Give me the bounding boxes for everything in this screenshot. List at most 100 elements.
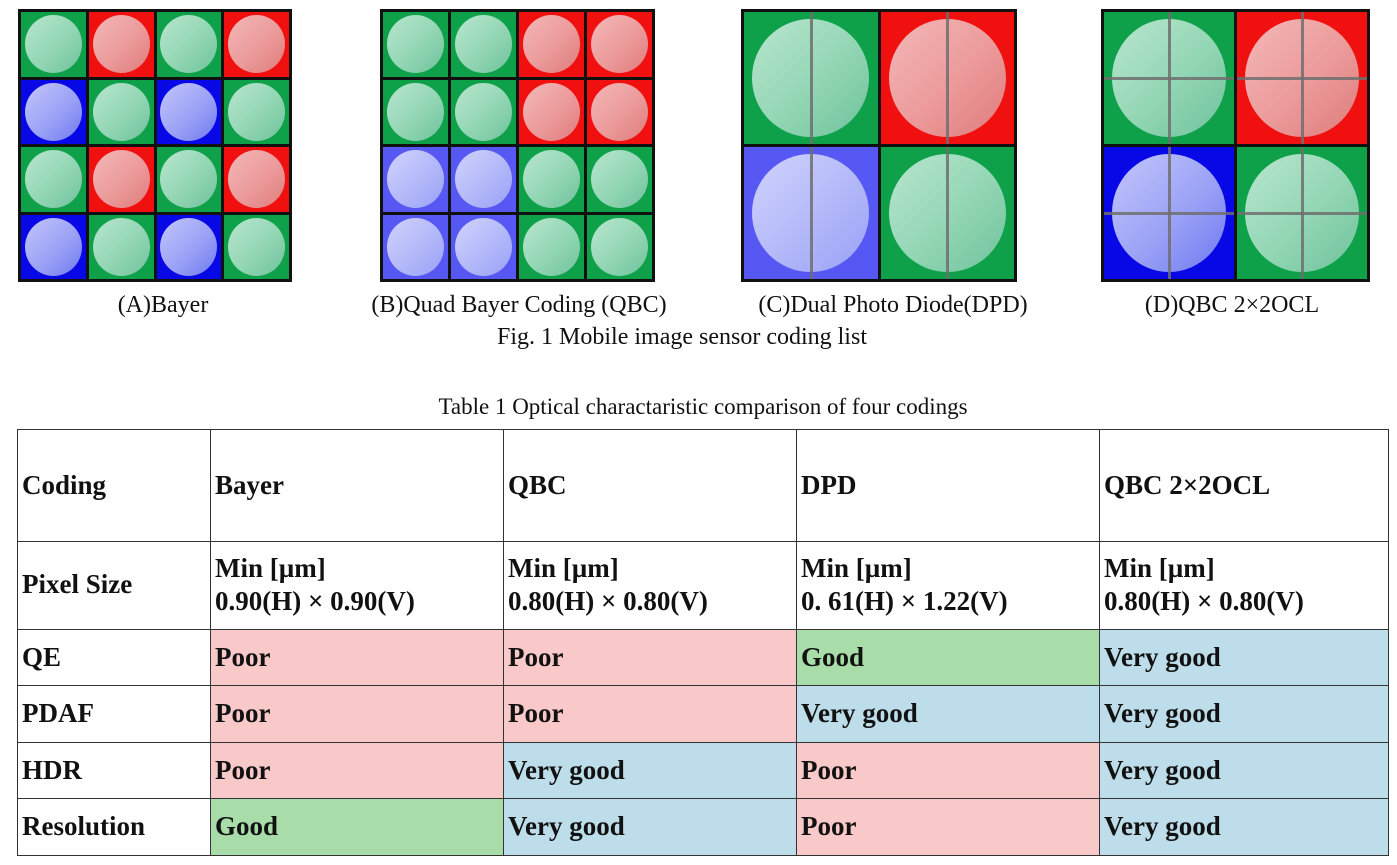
pixel-green [156, 147, 222, 212]
row-label: HDR [17, 741, 211, 800]
table-cell: Min [µm] 0. 61(H) × 1.22(V) [796, 540, 1100, 630]
microlens [160, 150, 218, 209]
row-label: QE [17, 628, 211, 687]
header-cell: QBC 2×2OCL [1099, 429, 1389, 542]
table-cell: Min [µm] 0.80(H) × 0.80(V) [1099, 540, 1389, 630]
size-value: 0.90(H) × 0.90(V) [215, 586, 415, 617]
photodiode-split-line [1104, 212, 1234, 215]
header-cell: Bayer [210, 429, 504, 542]
comparison-table: Coding Bayer QBC DPD QBC 2×2OCL Pixel Si… [17, 429, 1389, 856]
caption-bayer: (A)Bayer [117, 292, 209, 318]
rating-cell: Poor [503, 685, 797, 743]
rating-cell: Very good [1099, 741, 1389, 800]
microlens [92, 82, 150, 141]
caption-qbc: (B)Quad Bayer Coding (QBC) [371, 292, 667, 318]
pixel-green [88, 214, 154, 279]
table-row-resolution: Resolution Good Very good Poor Very good [17, 798, 1389, 856]
microlens [24, 15, 82, 74]
pixel-blue [383, 147, 448, 212]
figure-qbc-ocl [1101, 9, 1370, 282]
microlens [24, 82, 82, 141]
table-row-hdr: HDR Poor Very good Poor Very good [17, 741, 1389, 800]
microlens [454, 217, 513, 276]
pixel-blue [451, 214, 516, 279]
rating-cell: Poor [210, 685, 504, 743]
microlens [386, 150, 445, 209]
photodiode-split-line [809, 12, 813, 144]
photodiode-split-line [1237, 212, 1367, 215]
photodiode-split-line [946, 12, 950, 144]
table-cell: Min [µm] 0.80(H) × 0.80(V) [503, 540, 797, 630]
microlens [454, 15, 513, 74]
microlens [386, 217, 445, 276]
photodiode-split-line [809, 147, 813, 279]
microlens [92, 15, 150, 74]
pixel-blue [156, 214, 222, 279]
rating-cell: Poor [210, 628, 504, 687]
microlens [386, 15, 445, 74]
pixel-green [156, 12, 222, 77]
pixel-green [224, 79, 289, 144]
photodiode-split-line [1237, 77, 1367, 80]
caption-dpd: (C)Dual Photo Diode(DPD) [758, 292, 1028, 318]
table-row-pixel-size: Pixel Size Min [µm] 0.90(H) × 0.90(V) Min… [17, 540, 1389, 630]
microlens [590, 150, 649, 209]
figure-bayer [18, 9, 292, 282]
pixel-blue [156, 79, 222, 144]
pixel-red [519, 79, 584, 144]
pixel-green [383, 12, 448, 77]
microlens [454, 150, 513, 209]
pixel-red [224, 147, 289, 212]
microlens [24, 217, 82, 276]
pixel-red [1237, 12, 1367, 144]
pixel-green [1237, 147, 1367, 279]
table-row-pdaf: PDAF Poor Poor Very good Very good [17, 685, 1389, 743]
pixel-green [519, 147, 584, 212]
pixel-red [519, 12, 584, 77]
table-cell: Min [µm] 0.90(H) × 0.90(V) [210, 540, 504, 630]
rating-cell: Very good [796, 685, 1100, 743]
microlens [160, 82, 218, 141]
unit-label: Min [µm] [1104, 552, 1215, 583]
microlens [228, 15, 286, 74]
pixel-green [880, 147, 1014, 279]
rating-cell: Very good [1099, 685, 1389, 743]
microlens [24, 150, 82, 209]
pixel-blue [383, 214, 448, 279]
pixel-green [21, 12, 86, 77]
pixel-red [880, 12, 1014, 144]
size-value: 0.80(H) × 0.80(V) [508, 586, 708, 617]
caption-qbc-ocl: (D)QBC 2×2OCL [1144, 292, 1320, 318]
pixel-blue [744, 147, 878, 279]
pixel-red [88, 12, 154, 77]
pixel-green [224, 214, 289, 279]
microlens [522, 15, 581, 74]
microlens [590, 217, 649, 276]
microlens [92, 150, 150, 209]
table-row-qe: QE Poor Poor Good Very good [17, 628, 1389, 687]
pixel-green [88, 79, 154, 144]
microlens [386, 82, 445, 141]
microlens [160, 217, 218, 276]
rating-cell: Good [796, 628, 1100, 687]
row-label: Resolution [17, 798, 211, 856]
microlens [228, 150, 286, 209]
microlens [228, 217, 286, 276]
pixel-red [88, 147, 154, 212]
microlens [160, 15, 218, 74]
pixel-green [587, 147, 652, 212]
unit-label: Min [µm] [801, 552, 912, 583]
pixel-blue [1104, 147, 1234, 279]
microlens [522, 82, 581, 141]
rating-cell: Very good [1099, 628, 1389, 687]
rating-cell: Very good [1099, 798, 1389, 856]
pixel-green [451, 12, 516, 77]
rating-cell: Very good [503, 798, 797, 856]
pixel-red [587, 12, 652, 77]
figure-qbc [380, 9, 655, 282]
microlens [522, 217, 581, 276]
photodiode-split-line [1104, 77, 1234, 80]
pixel-green [744, 12, 878, 144]
microlens [590, 15, 649, 74]
rating-cell: Poor [503, 628, 797, 687]
